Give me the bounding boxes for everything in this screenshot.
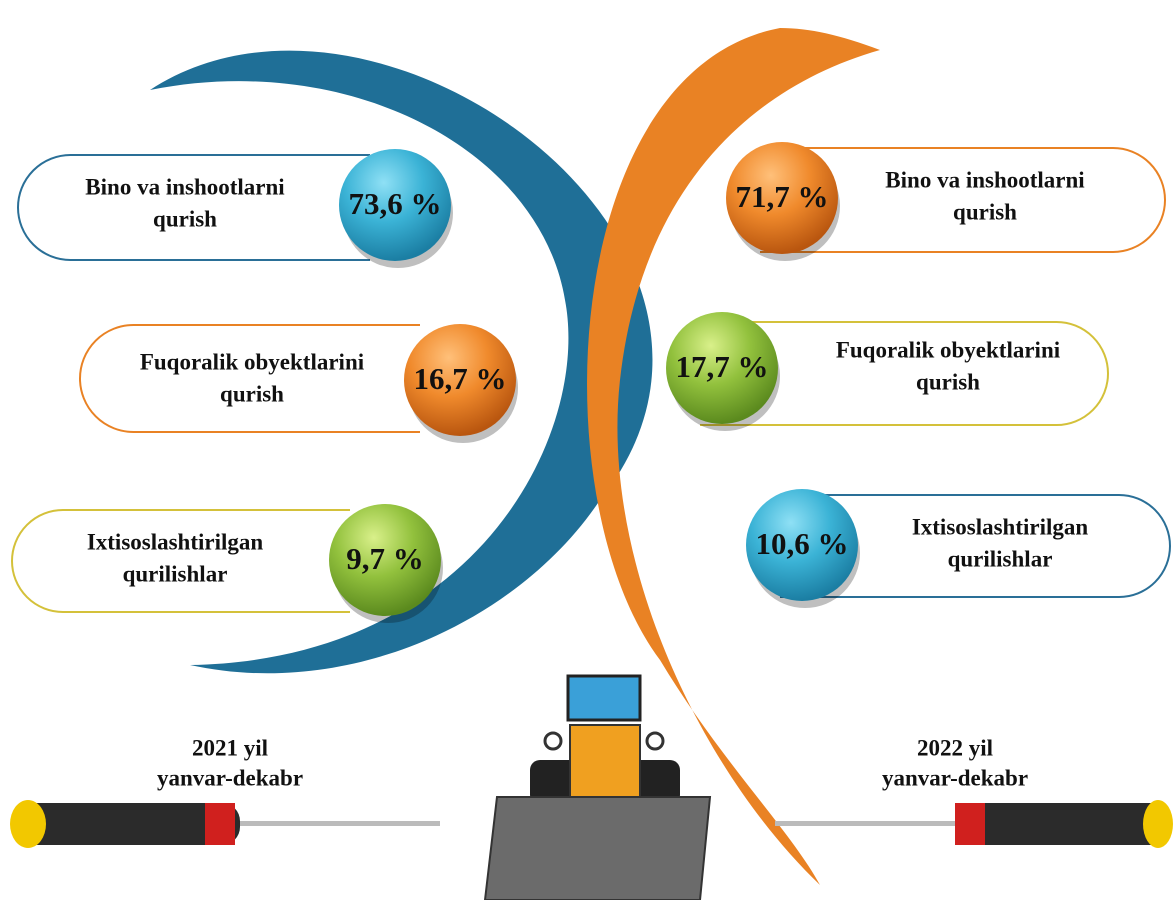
value-circle [339,149,451,261]
item-label: Bino va inshootlarni [885,167,1085,192]
bulldozer [483,674,712,900]
item-border [79,324,420,433]
item-box [702,324,1106,423]
item-box [14,512,348,610]
screwdriver-right [775,800,1173,848]
item-border [780,494,1171,598]
item-label: qurilishlar [123,561,228,586]
item-label: Ixtisoslashtirilgan [912,514,1089,539]
item-label: qurilishlar [948,546,1053,571]
item-value: 73,6 % [349,186,442,221]
item-border [17,154,370,261]
item-value: 9,7 % [346,541,424,576]
item-label: Bino va inshootlarni [85,174,285,199]
item-label: Fuqoralik obyektlarini [836,337,1061,362]
item-label: Fuqoralik obyektlarini [140,349,365,374]
item-label: qurish [953,199,1017,224]
value-circle [666,312,778,424]
item-value: 16,7 % [414,361,507,396]
item-border [700,321,1109,426]
item-box [82,327,418,430]
item-value: 10,6 % [756,526,849,561]
item-box [782,497,1168,595]
item-value: 17,7 % [676,349,769,384]
item-box [762,150,1163,250]
item-label: Ixtisoslashtirilgan [87,529,264,554]
item-border [11,509,350,613]
item-value: 71,7 % [736,179,829,214]
value-circle [726,142,838,254]
period: 2021 yil [192,735,268,760]
item-label: qurish [153,206,217,231]
value-circle [746,489,858,601]
item-label: qurish [916,369,980,394]
blue-crescent [150,50,653,674]
value-circle [404,324,516,436]
period: yanvar-dekabr [882,765,1028,790]
periods: 2021 yil yanvar-dekabr 2022 yil yanvar-deka… [157,735,1028,790]
items: Bino va inshootlarni qurish 73,6 % Fuqorali… [11,142,1171,623]
period: 2022 yil [917,735,993,760]
item-border [760,147,1166,253]
item-box [20,157,368,258]
period: yanvar-dekabr [157,765,303,790]
value-circle [329,504,441,616]
item-label: qurish [220,381,284,406]
screwdriver-left [10,800,440,848]
